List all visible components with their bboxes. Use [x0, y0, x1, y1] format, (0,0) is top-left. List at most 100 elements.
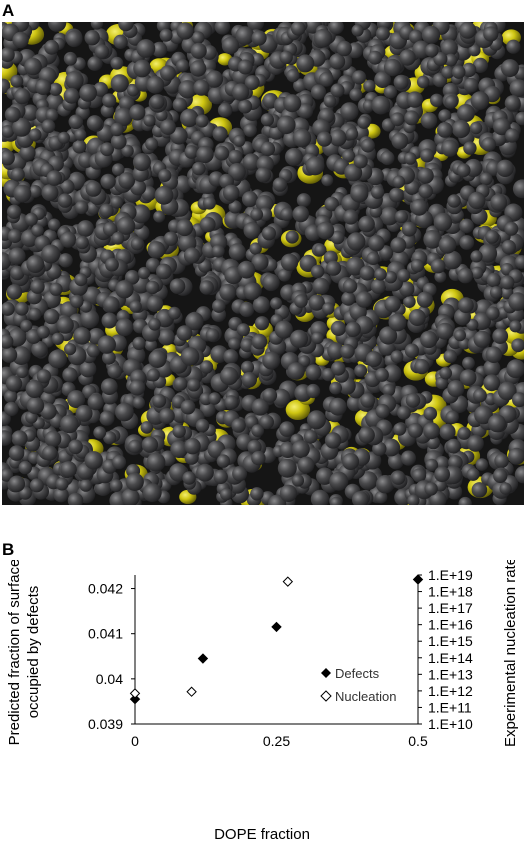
- gray-sphere: [412, 40, 431, 59]
- gray-sphere: [374, 367, 389, 382]
- gray-sphere: [368, 235, 385, 252]
- defects-point: [197, 653, 209, 664]
- legend-label-nucleation: Nucleation: [335, 689, 396, 704]
- gray-sphere: [350, 184, 369, 203]
- gray-sphere: [483, 374, 501, 392]
- gray-sphere: [490, 193, 508, 211]
- gray-sphere: [28, 128, 42, 142]
- gray-sphere: [404, 110, 420, 126]
- gray-sphere: [458, 496, 472, 505]
- gray-sphere: [228, 163, 246, 181]
- gray-sphere: [148, 349, 167, 368]
- gray-sphere: [97, 335, 117, 354]
- gray-sphere: [514, 255, 524, 269]
- gray-sphere: [235, 26, 255, 45]
- gray-sphere: [133, 59, 152, 78]
- gray-sphere: [191, 31, 205, 45]
- gray-sphere: [355, 291, 373, 308]
- gray-sphere: [212, 299, 226, 313]
- gray-sphere: [40, 403, 57, 420]
- gray-sphere: [195, 114, 209, 128]
- gray-sphere: [375, 26, 390, 41]
- gray-sphere: [158, 328, 175, 346]
- gray-sphere: [43, 308, 60, 325]
- gray-sphere: [438, 236, 457, 254]
- gray-sphere: [407, 494, 420, 505]
- x-tick-label: 0: [131, 733, 139, 749]
- gray-sphere: [462, 356, 475, 370]
- gray-sphere: [329, 129, 347, 147]
- gray-sphere: [279, 421, 295, 437]
- gray-sphere: [101, 312, 118, 329]
- legend-marker-defects: [321, 668, 331, 678]
- gray-sphere: [444, 95, 458, 109]
- gray-sphere: [223, 349, 239, 365]
- gray-sphere: [458, 297, 474, 314]
- gray-sphere: [336, 40, 352, 57]
- gray-sphere: [379, 326, 398, 345]
- gray-sphere: [294, 294, 308, 308]
- gray-sphere: [251, 450, 266, 466]
- gray-sphere: [261, 226, 276, 241]
- gray-sphere: [228, 337, 241, 351]
- gray-sphere: [305, 156, 325, 176]
- gray-sphere: [129, 379, 146, 396]
- right-y-tick-label: 1.E+11: [428, 699, 472, 715]
- gray-sphere: [478, 243, 498, 263]
- gray-sphere: [365, 351, 382, 368]
- gray-sphere: [131, 204, 151, 224]
- gray-sphere: [100, 173, 116, 190]
- gray-sphere: [499, 482, 512, 495]
- gray-sphere: [259, 414, 275, 430]
- gray-sphere: [144, 338, 158, 352]
- gray-sphere: [351, 491, 369, 505]
- gray-sphere: [59, 179, 75, 195]
- gray-sphere: [425, 458, 439, 472]
- gray-sphere: [416, 75, 430, 89]
- gray-sphere: [438, 109, 452, 123]
- gray-sphere: [306, 383, 321, 399]
- gray-sphere: [169, 278, 186, 295]
- gray-sphere: [111, 455, 127, 470]
- gray-sphere: [10, 167, 25, 182]
- gray-sphere: [255, 167, 272, 183]
- gray-sphere: [182, 471, 196, 485]
- gray-sphere: [457, 426, 471, 440]
- gray-sphere: [434, 466, 450, 483]
- gray-sphere: [47, 22, 67, 32]
- gray-sphere: [331, 361, 346, 376]
- gray-sphere: [487, 414, 506, 433]
- gray-sphere: [2, 301, 15, 316]
- gray-sphere: [285, 230, 299, 244]
- gray-sphere: [296, 193, 311, 208]
- gray-sphere: [62, 367, 78, 383]
- gray-sphere: [473, 388, 487, 403]
- right-y-tick-label: 1.E+12: [428, 683, 473, 699]
- gray-sphere: [434, 270, 447, 283]
- gray-sphere: [107, 363, 122, 379]
- gray-sphere: [454, 329, 466, 342]
- x-tick-label: 0.25: [263, 733, 290, 749]
- gray-sphere: [44, 430, 62, 448]
- gray-sphere: [36, 369, 52, 384]
- gray-sphere: [251, 333, 268, 350]
- gray-sphere: [94, 44, 110, 59]
- gray-sphere: [86, 115, 103, 131]
- gray-sphere: [67, 390, 86, 409]
- right-y-axis-title: Experimental nucleation rate: [502, 560, 519, 747]
- gray-sphere: [329, 381, 342, 395]
- right-y-tick-label: 1.E+15: [428, 633, 473, 649]
- gray-sphere: [291, 440, 310, 459]
- gray-sphere: [504, 95, 521, 112]
- gray-sphere: [305, 364, 322, 381]
- gray-sphere: [473, 330, 491, 348]
- gray-sphere: [26, 396, 45, 415]
- gray-sphere: [49, 82, 63, 96]
- gray-sphere: [10, 74, 24, 88]
- gray-sphere: [383, 85, 398, 99]
- sphere-field: [2, 22, 524, 505]
- gray-sphere: [434, 456, 450, 471]
- gray-sphere: [190, 42, 207, 59]
- gray-sphere: [439, 366, 453, 380]
- gray-sphere: [441, 65, 455, 79]
